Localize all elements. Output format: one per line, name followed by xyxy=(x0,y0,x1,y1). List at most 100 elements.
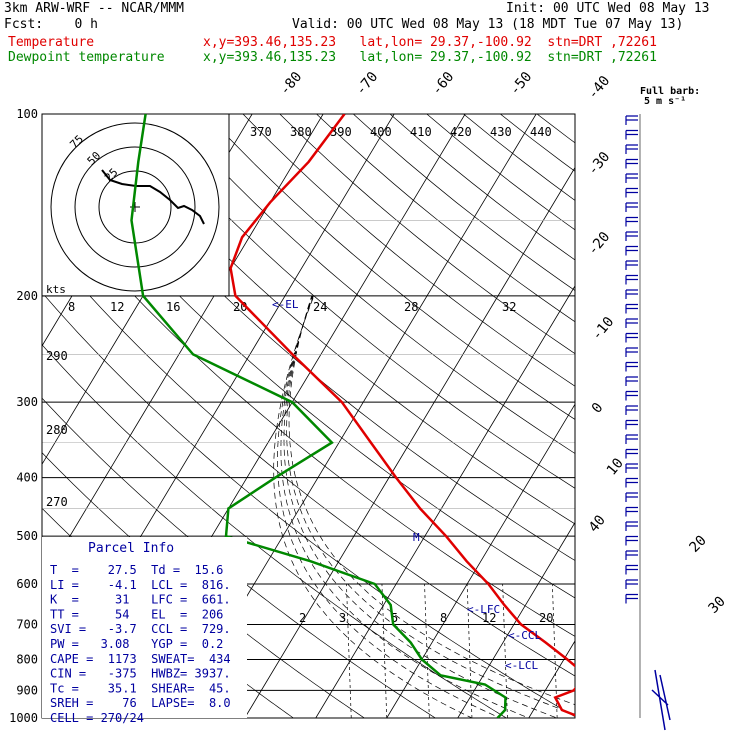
model-title: 3km ARW-WRF -- NCAR/MMM xyxy=(4,1,185,16)
dry-adiabat xyxy=(389,114,575,261)
wind-barb xyxy=(625,448,638,459)
valid-time: Valid: 00 UTC Wed 08 May 13 (18 MDT Tue … xyxy=(292,17,684,32)
temperature-location: x,y=393.46,135.23 lat,lon= 29.37,-100.92… xyxy=(203,35,657,50)
wind-barb xyxy=(625,434,638,444)
hodograph-scale-label: 8 xyxy=(68,300,75,314)
pressure-tick-label: 200 xyxy=(16,289,38,303)
level-annotation: <-CCL xyxy=(508,629,541,642)
mixing-ratio-line xyxy=(346,583,352,718)
hodograph-ring xyxy=(74,146,196,268)
theta-label: 400 xyxy=(370,125,392,139)
wind-barb xyxy=(625,477,638,488)
pressure-tick-label: 1000 xyxy=(9,711,38,725)
mixing-ratio-label: 2 xyxy=(299,611,306,625)
isotherm-line xyxy=(42,114,324,584)
forecast-hour: Fcst: 0 h xyxy=(4,17,98,32)
pressure-tick-label: 600 xyxy=(16,577,38,591)
dry-adiabat xyxy=(463,114,575,201)
wind-barb xyxy=(625,274,638,285)
isotherm-label: -30 xyxy=(585,149,614,179)
parcel-info-row: CAPE = 1173 SWEAT= 434 xyxy=(50,652,231,666)
hodograph-scale-label: 32 xyxy=(502,300,516,314)
wind-barb xyxy=(625,579,638,589)
pressure-tick-label: 900 xyxy=(16,683,38,697)
wind-barb xyxy=(625,593,638,604)
wind-barb xyxy=(625,506,638,517)
dry-adiabat xyxy=(42,139,575,599)
wind-barb xyxy=(625,376,638,386)
hodograph-scale-label: 12 xyxy=(110,300,124,314)
parcel-info-row: K = 31 LFC = 661. xyxy=(50,593,231,607)
wind-barb xyxy=(625,550,638,560)
level-annotation: M xyxy=(413,531,420,544)
wind-barb xyxy=(625,187,638,198)
isotherm-label: -10 xyxy=(589,314,618,344)
isotherm-line xyxy=(457,521,575,718)
level-annotation: <-LFC xyxy=(467,603,500,616)
parcel-info-row: CIN = -375 HWBZ= 3937. xyxy=(50,667,231,681)
wind-barb xyxy=(625,521,638,531)
dry-adiabat xyxy=(206,114,575,420)
dewpoint-profile xyxy=(130,114,507,718)
wind-barb xyxy=(625,390,638,401)
theta-label: 380 xyxy=(290,125,312,139)
mixing-ratio-label: 12 xyxy=(482,611,496,625)
mixing-ratio-label: 8 xyxy=(440,611,447,625)
init-time: Init: 00 UTC Wed 08 May 13 xyxy=(506,1,710,16)
wind-barb xyxy=(625,347,638,357)
pressure-tick-label: 400 xyxy=(16,471,38,485)
isotherm-label: 10 xyxy=(604,455,627,478)
pressure-tick-label: 100 xyxy=(16,107,38,121)
dry-adiabat xyxy=(95,114,575,525)
hodograph-scale-label: 24 xyxy=(313,300,327,314)
isotherm-line xyxy=(315,285,575,718)
dry-adiabat xyxy=(42,189,575,637)
wind-barb xyxy=(625,463,638,473)
dry-adiabat xyxy=(242,114,575,387)
moist-adiabat xyxy=(273,295,473,718)
wind-barb xyxy=(625,231,638,241)
plot-frame xyxy=(41,113,576,719)
theta-label: 370 xyxy=(250,125,272,139)
isotherm-line xyxy=(386,403,575,718)
wind-barb xyxy=(625,173,638,183)
wind-barb xyxy=(625,158,638,169)
parcel-info-row: SREH = 76 LAPSE= 8.0 xyxy=(50,696,231,710)
parcel-info-box xyxy=(42,537,247,718)
isotherm-line xyxy=(244,166,575,718)
dry-adiabat xyxy=(42,240,575,677)
wind-barb xyxy=(625,318,638,328)
moist-adiabat xyxy=(286,295,575,715)
dry-adiabat xyxy=(132,114,575,489)
parcel-info-row: LI = -4.1 LCL = 816. xyxy=(50,578,231,592)
wind-barb xyxy=(625,361,638,372)
wind-barb xyxy=(625,405,638,415)
wind-barb xyxy=(625,419,638,430)
barb-legend-units: 5 m s⁻¹ xyxy=(644,96,686,107)
isotherm-label: 40 xyxy=(586,512,609,535)
mixing-ratio-label: 3 xyxy=(339,611,346,625)
mixing-ratio-line xyxy=(466,583,473,718)
isotherm-label: 20 xyxy=(687,533,710,556)
isotherm-label: -50 xyxy=(507,69,536,99)
theta-label: 270 xyxy=(46,495,68,509)
dry-adiabat xyxy=(42,344,508,718)
theta-label: 420 xyxy=(450,125,472,139)
mixing-ratio-line xyxy=(424,583,430,718)
parcel-info-row: PW = 3.08 YGP = 0.2 xyxy=(50,637,223,651)
moist-adiabat xyxy=(288,295,575,706)
hodograph-scale-label: 16 xyxy=(166,300,180,314)
theta-label: 290 xyxy=(46,349,68,363)
wind-barb xyxy=(625,535,638,546)
level-annotation: <-EL xyxy=(272,298,299,311)
wind-barb xyxy=(625,216,638,227)
isotherm-label: 30 xyxy=(706,594,729,617)
dry-adiabat xyxy=(353,114,575,291)
pressure-tick-label: 500 xyxy=(16,529,38,543)
hodograph-scale-label: 28 xyxy=(404,300,418,314)
wind-barb xyxy=(625,332,638,343)
barb-legend-title: Full barb: xyxy=(640,86,700,97)
pressure-tick-label: 700 xyxy=(16,617,38,631)
wind-barb xyxy=(625,144,638,154)
